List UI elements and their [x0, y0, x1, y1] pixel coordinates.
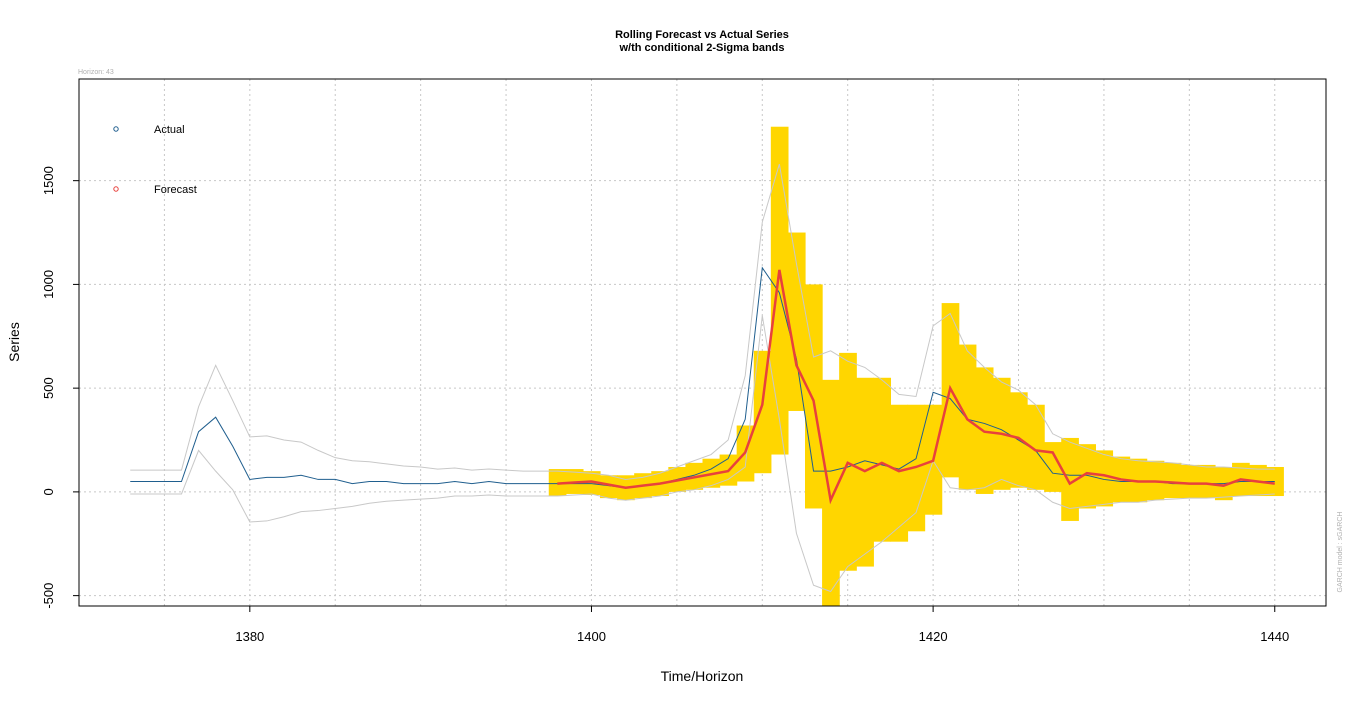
lower-bound-line [130, 315, 1275, 593]
chart-subtitle: w/th conditional 2-Sigma bands [618, 42, 784, 54]
band-segment [582, 471, 601, 495]
x-axis-label: Time/Horizon [661, 668, 744, 684]
horizon-note: Horizon: 43 [78, 69, 114, 76]
upper-bound-line [130, 163, 1275, 480]
y-tick-label: 0 [41, 488, 56, 495]
band-segment [1197, 464, 1216, 499]
band-segment [1044, 442, 1062, 492]
y-tick-label: 1500 [41, 166, 56, 195]
band-segment [1061, 437, 1079, 521]
x-tick-label: 1380 [235, 629, 264, 644]
band-segment [890, 404, 909, 542]
legend: Actual Forecast [113, 124, 197, 196]
grid-lines [79, 79, 1326, 606]
x-axis: 1380 1400 1420 1440 [235, 606, 1289, 644]
legend-marker-icon [113, 126, 119, 132]
band-segment [958, 344, 977, 490]
y-axis: -500 0 500 1000 1500 [41, 166, 79, 609]
x-tick-label: 1440 [1260, 629, 1289, 644]
plot-frame [78, 78, 1327, 607]
band-segment [770, 126, 789, 455]
y-tick-label: 1000 [41, 270, 56, 299]
sigma-band [548, 126, 1284, 606]
y-axis-label: Series [6, 322, 22, 362]
bound-lines [130, 163, 1275, 593]
band-segment [822, 379, 840, 606]
band-segment [1180, 464, 1199, 499]
band-segment [1163, 462, 1182, 499]
band-segment [873, 377, 892, 542]
legend-label: Actual [154, 124, 185, 136]
x-tick-label: 1400 [577, 629, 606, 644]
band-segment [600, 475, 618, 499]
band-segment [1078, 444, 1096, 509]
legend-marker-icon [113, 186, 119, 192]
band-segment [1095, 450, 1114, 507]
band-segment [787, 232, 806, 411]
forecast-series-line [557, 269, 1275, 505]
y-tick-label: -500 [41, 583, 56, 609]
band-segment [804, 284, 823, 509]
series-lines [130, 266, 1275, 505]
y-tick-label: 500 [41, 377, 56, 399]
x-tick-label: 1420 [919, 629, 948, 644]
band-segment [1027, 404, 1045, 490]
chart-title: Rolling Forecast vs Actual Series [615, 29, 789, 41]
model-note: GARCH model : sGARCH [1337, 512, 1344, 593]
legend-label: Forecast [154, 184, 197, 196]
band-segment [753, 350, 772, 474]
band-segment [1266, 466, 1284, 497]
